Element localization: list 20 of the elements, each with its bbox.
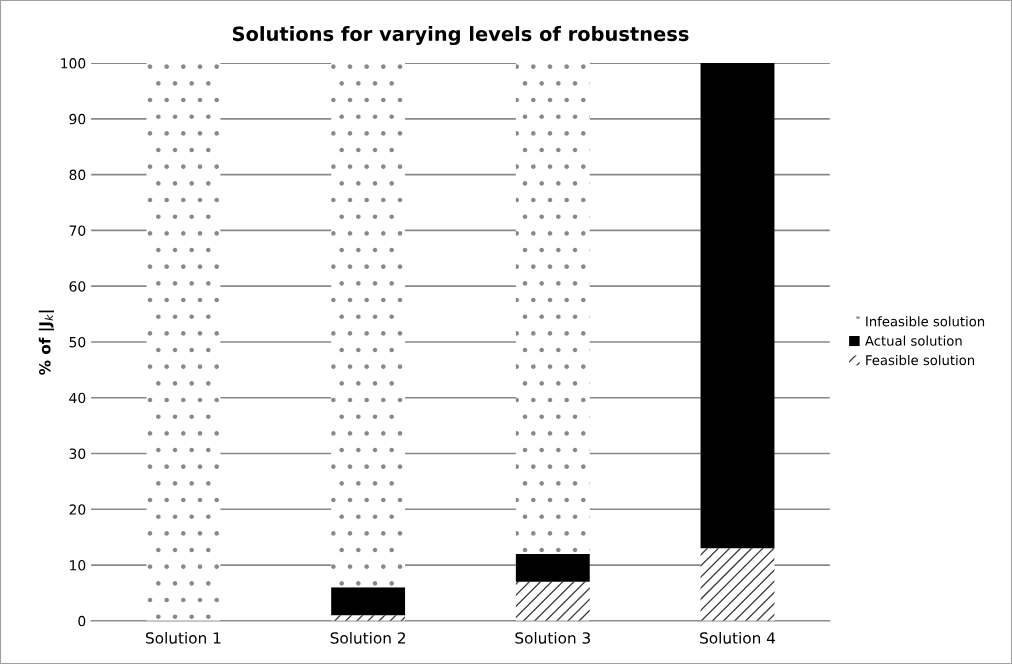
x-tick-label: Solution 2 — [330, 631, 405, 644]
y-tick-label: 100 — [61, 58, 86, 69]
y-tick-label: 10 — [70, 560, 86, 571]
y-tick-label: 30 — [69, 448, 86, 459]
legend-label: Actual solution — [865, 335, 962, 346]
x-tick-label: Solution 1 — [146, 631, 221, 644]
legend-label: Feasible solution — [866, 354, 975, 366]
y-tick-label: 50 — [69, 336, 86, 348]
y-tick-label: 40 — [69, 392, 86, 404]
y-tick-label: 60 — [69, 281, 86, 292]
y-tick-label: 20 — [69, 504, 86, 515]
y-tick-label: 90 — [69, 113, 86, 125]
x-tick-label: Solution 3 — [515, 631, 590, 644]
chart-title: Solutions for varying levels of robustness — [232, 26, 689, 46]
x-tick-label: Solution 4 — [700, 631, 776, 644]
y-tick-label: 0 — [78, 615, 86, 627]
legend-label: Infeasible solution — [866, 316, 985, 327]
y-tick-label: 80 — [69, 169, 86, 181]
y-tick-label: 70 — [69, 225, 86, 236]
y-axis-title: % of |J$_{k}$| — [38, 310, 54, 375]
